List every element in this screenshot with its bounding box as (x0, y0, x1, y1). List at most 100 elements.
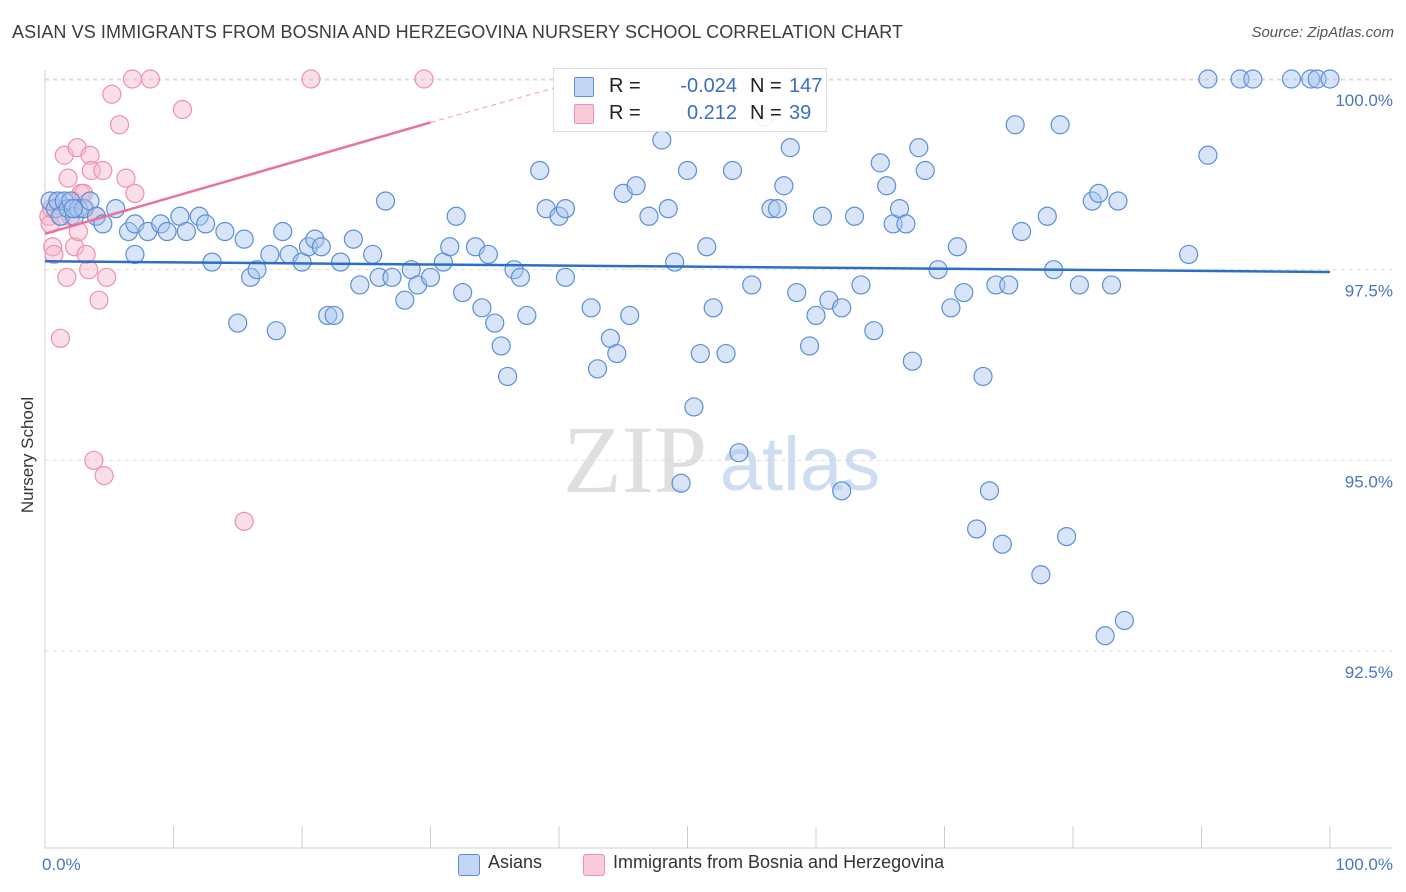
asians-point (510, 267, 531, 287)
asians-point (305, 229, 325, 249)
bosnia-point (44, 244, 64, 265)
bosnia-point (79, 260, 99, 280)
bosnia-point (102, 84, 122, 104)
asians-point (395, 290, 415, 310)
asians-point (896, 214, 916, 234)
asians-point (1050, 115, 1070, 135)
asians-point (909, 138, 929, 158)
asians-point (787, 282, 807, 303)
bosnia-point (50, 328, 71, 348)
bosnia-point (140, 69, 160, 89)
legend-label-asians: Asians (488, 852, 543, 872)
bosnia-point (76, 244, 96, 265)
asians-point (722, 160, 743, 181)
asians-point (478, 244, 498, 265)
asians-point (330, 252, 351, 272)
asians-point (697, 237, 717, 257)
asians-point (992, 534, 1012, 554)
asians-point (1243, 69, 1263, 89)
asians-point (767, 199, 788, 219)
asians-point (703, 298, 723, 318)
asians-point (266, 321, 286, 341)
asians-point (363, 244, 383, 265)
asians-point (311, 237, 331, 257)
bosnia-point (89, 290, 109, 310)
asians-point (967, 519, 987, 539)
legend-n-label: N = (750, 102, 782, 124)
legend-r-value: -0.024 (680, 75, 737, 97)
legend-r-label: R = (609, 102, 641, 124)
asians-point (658, 199, 678, 219)
asians-point (446, 206, 466, 226)
asians-point (1114, 610, 1135, 631)
watermark: ZIP atlas (563, 406, 880, 513)
bosnia-point (64, 237, 85, 257)
asians-point (1069, 275, 1090, 295)
tick-labels: 92.5% 95.0% 97.5% 100.0% 0.0% 100.0% (42, 91, 1393, 874)
legend-swatch-asians (574, 77, 594, 97)
bosnia-trend-line (44, 121, 431, 236)
asians-point (1037, 206, 1057, 226)
chart-title: ASIAN VS IMMIGRANTS FROM BOSNIA AND HERZ… (12, 22, 904, 42)
watermark-atlas: atlas (720, 422, 881, 507)
asians-point (234, 229, 254, 249)
bosnia-point (109, 115, 130, 135)
asians-point (979, 481, 1000, 501)
asians-point (677, 160, 698, 181)
asians-point (324, 305, 344, 326)
asians-point (799, 336, 820, 356)
asians-point (1005, 115, 1025, 135)
asians-point (587, 359, 608, 379)
watermark-zip: ZIP (563, 406, 707, 513)
asians-point (228, 313, 248, 333)
asians-trend-line (44, 260, 1331, 274)
asians-point (665, 252, 685, 272)
x-tick-label-max: 100.0% (1335, 855, 1393, 874)
asians-point (350, 275, 370, 295)
asians-point (902, 351, 922, 371)
asians-point (947, 237, 967, 257)
asians-point (729, 443, 749, 463)
grid-lines (45, 78, 1392, 652)
bosnia-trend-extension (430, 86, 560, 124)
asians-point (864, 321, 884, 341)
bosnia-point (58, 168, 78, 188)
asians-point (318, 305, 338, 326)
asians-point (1198, 145, 1218, 165)
asians-point (1179, 244, 1199, 265)
trend-lines (44, 86, 1331, 274)
asians-point (954, 282, 974, 303)
asians-point (63, 199, 83, 219)
asians-point (215, 221, 235, 242)
legend-series: Asians Immigrants from Bosnia and Herzeg… (0, 852, 1406, 878)
asians-point (626, 176, 646, 196)
asians-point (1056, 526, 1077, 547)
legend-n-value: 147 (789, 75, 823, 97)
asians-point (498, 366, 518, 387)
series-asians-points (40, 69, 1340, 646)
asians-point (157, 221, 177, 242)
asians-point (620, 305, 640, 326)
asians-point (690, 343, 710, 364)
asians-point (517, 305, 537, 326)
y-tick-label: 92.5% (1345, 663, 1393, 682)
asians-point (1108, 191, 1128, 211)
asians-point (1089, 183, 1109, 203)
bosnia-point (84, 450, 104, 470)
y-tick-label: 97.5% (1345, 282, 1393, 301)
asians-point (780, 138, 800, 158)
bosnia-point (94, 465, 114, 486)
bosnia-point (414, 69, 434, 89)
y-tick-label: 95.0% (1345, 472, 1393, 491)
asians-point (189, 206, 209, 226)
asians-point (774, 176, 794, 196)
legend-swatch-bosnia (574, 104, 594, 124)
bosnia-point (68, 221, 89, 242)
asians-point (343, 229, 363, 249)
asians-point (806, 305, 826, 326)
asians-point (1281, 69, 1302, 89)
asians-point (440, 237, 460, 257)
asians-point (652, 130, 672, 150)
asians-point (420, 267, 441, 287)
legend-swatch-asians (458, 854, 480, 876)
